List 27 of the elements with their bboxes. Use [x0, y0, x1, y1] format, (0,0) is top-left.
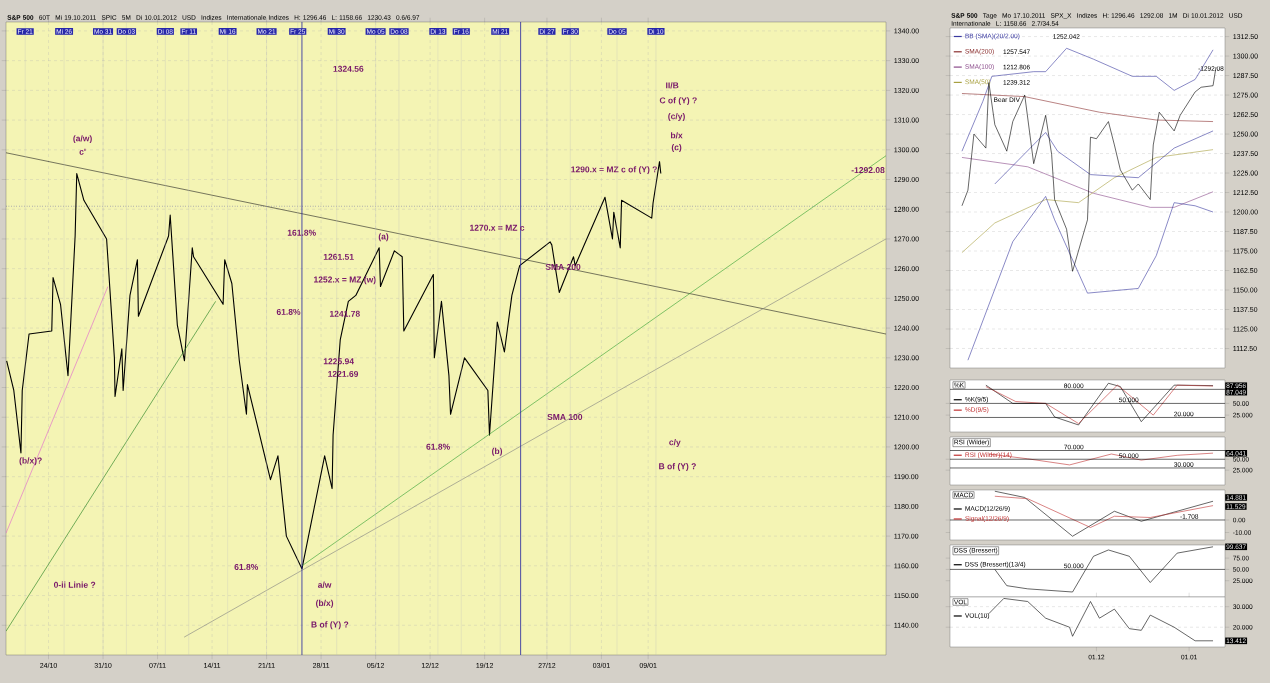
annotation: 61.8%: [426, 443, 450, 450]
annotation: B of (Y) ?: [311, 621, 349, 630]
annotation: (a): [378, 233, 389, 242]
annotation: c': [79, 148, 86, 155]
annotation: b/x: [670, 132, 683, 139]
annotation: 1270.x = MZ c: [470, 224, 525, 231]
annotation: (c/y): [668, 112, 685, 121]
annotation: a/w: [317, 581, 332, 588]
annotation: II/B: [666, 82, 679, 89]
annotation: C of (Y) ?: [659, 97, 697, 106]
annotation: SMA 100: [547, 413, 583, 420]
annotation: 1261.51: [323, 253, 354, 260]
annotation: c/y: [669, 438, 681, 447]
annotation: B of (Y) ?: [659, 463, 696, 471]
annotation: 1252.x = MZ (w): [314, 276, 376, 285]
annotation: 1324.56: [333, 65, 364, 72]
annotation: (a/w): [73, 135, 92, 144]
annotation: 61.8%: [234, 563, 259, 570]
annotation: 1290.x = MZ c of (Y) ?: [571, 166, 657, 175]
annotation: (b): [492, 447, 503, 456]
annotation: -1292.08: [851, 167, 885, 174]
annotation: 61.8%: [276, 308, 301, 315]
annotation: (b/x)?: [19, 457, 42, 466]
annotation: 161.8%: [287, 229, 316, 236]
annotation: (c): [671, 144, 682, 152]
annotation: (b/x): [316, 599, 334, 608]
annotation: 0-ii Linie ?: [53, 581, 96, 588]
